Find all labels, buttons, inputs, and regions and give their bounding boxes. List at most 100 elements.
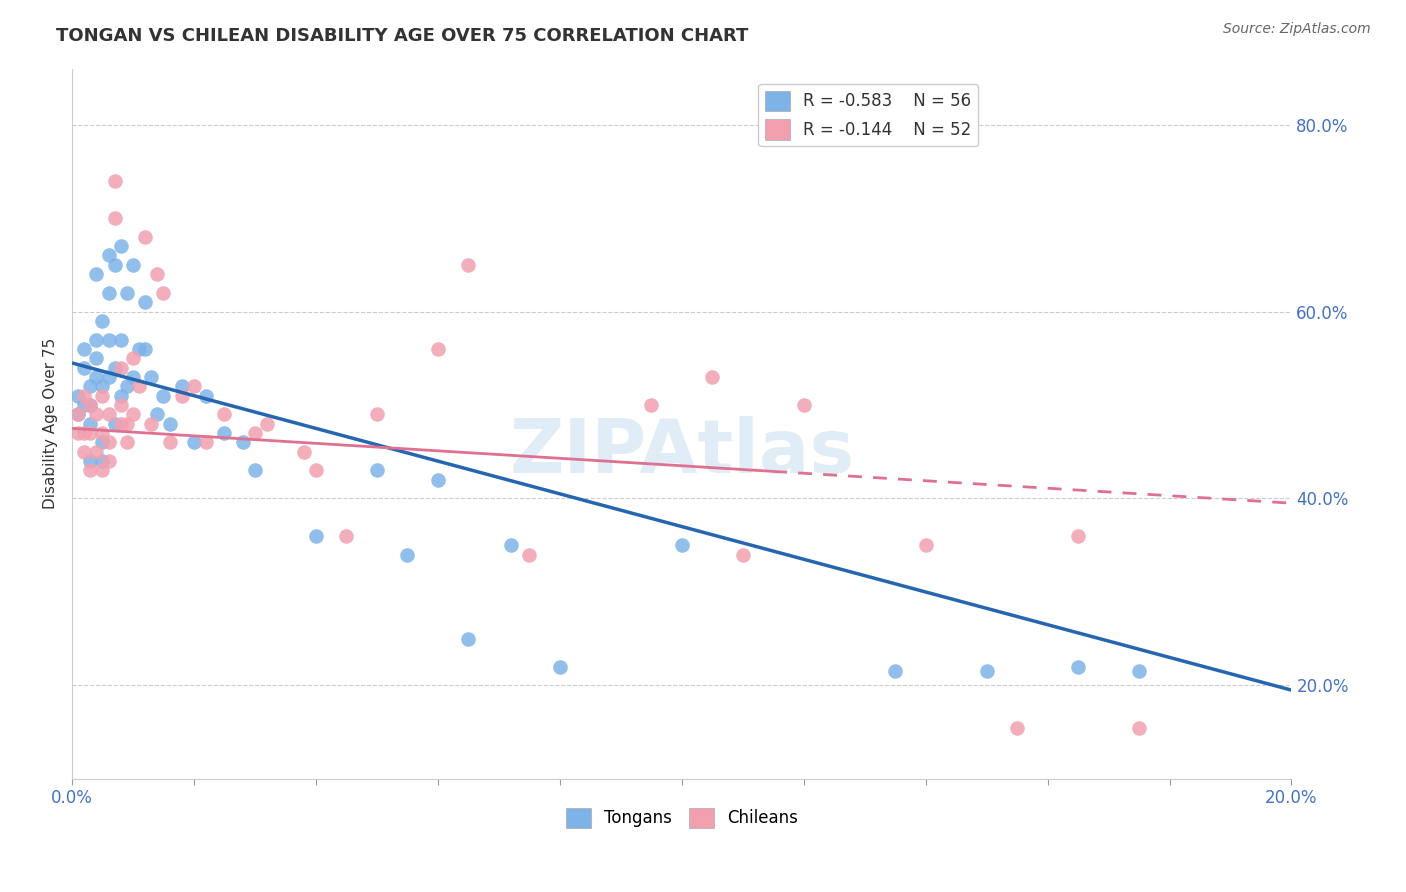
- Point: [122, 408, 145, 422]
- Point: [122, 258, 145, 272]
- Point: [195, 389, 218, 403]
- Point: [122, 370, 145, 384]
- Point: [97, 333, 120, 347]
- Y-axis label: Disability Age Over 75: Disability Age Over 75: [44, 338, 58, 509]
- Point: [1005, 721, 1028, 735]
- Point: [104, 360, 127, 375]
- Point: [110, 360, 132, 375]
- Point: [86, 333, 108, 347]
- Point: [243, 426, 266, 441]
- Point: [97, 435, 120, 450]
- Legend: Tongans, Chileans: Tongans, Chileans: [560, 801, 804, 835]
- Text: Source: ZipAtlas.com: Source: ZipAtlas.com: [1223, 22, 1371, 37]
- Point: [141, 417, 163, 431]
- Point: [134, 342, 156, 356]
- Point: [671, 538, 693, 552]
- Point: [79, 454, 101, 468]
- Point: [170, 379, 193, 393]
- Point: [91, 435, 114, 450]
- Point: [884, 665, 907, 679]
- Point: [115, 417, 138, 431]
- Point: [110, 417, 132, 431]
- Point: [548, 659, 571, 673]
- Point: [426, 473, 449, 487]
- Point: [256, 417, 278, 431]
- Point: [243, 463, 266, 477]
- Point: [97, 248, 120, 262]
- Point: [110, 398, 132, 412]
- Point: [104, 258, 127, 272]
- Point: [86, 408, 108, 422]
- Point: [702, 370, 724, 384]
- Point: [79, 417, 101, 431]
- Point: [214, 408, 236, 422]
- Point: [159, 435, 181, 450]
- Point: [152, 389, 174, 403]
- Point: [115, 379, 138, 393]
- Point: [159, 417, 181, 431]
- Point: [305, 529, 328, 543]
- Point: [73, 342, 96, 356]
- Point: [122, 351, 145, 366]
- Point: [731, 548, 754, 562]
- Point: [73, 426, 96, 441]
- Point: [292, 444, 315, 458]
- Text: ZIPAtlas: ZIPAtlas: [509, 416, 855, 489]
- Point: [335, 529, 357, 543]
- Point: [91, 314, 114, 328]
- Point: [67, 408, 90, 422]
- Point: [73, 398, 96, 412]
- Point: [128, 342, 150, 356]
- Point: [104, 417, 127, 431]
- Point: [79, 398, 101, 412]
- Point: [110, 333, 132, 347]
- Point: [86, 267, 108, 281]
- Point: [134, 295, 156, 310]
- Point: [457, 632, 479, 646]
- Point: [128, 379, 150, 393]
- Point: [67, 389, 90, 403]
- Point: [793, 398, 815, 412]
- Point: [79, 426, 101, 441]
- Point: [976, 665, 998, 679]
- Point: [366, 408, 388, 422]
- Text: TONGAN VS CHILEAN DISABILITY AGE OVER 75 CORRELATION CHART: TONGAN VS CHILEAN DISABILITY AGE OVER 75…: [56, 27, 748, 45]
- Point: [91, 426, 114, 441]
- Point: [1128, 665, 1150, 679]
- Point: [86, 370, 108, 384]
- Point: [73, 389, 96, 403]
- Point: [146, 408, 169, 422]
- Point: [366, 463, 388, 477]
- Point: [396, 548, 419, 562]
- Point: [457, 258, 479, 272]
- Point: [1067, 659, 1090, 673]
- Point: [97, 370, 120, 384]
- Point: [195, 435, 218, 450]
- Point: [426, 342, 449, 356]
- Point: [73, 360, 96, 375]
- Point: [305, 463, 328, 477]
- Point: [115, 435, 138, 450]
- Point: [640, 398, 662, 412]
- Point: [91, 389, 114, 403]
- Point: [97, 285, 120, 300]
- Point: [86, 351, 108, 366]
- Point: [86, 444, 108, 458]
- Point: [232, 435, 254, 450]
- Point: [141, 370, 163, 384]
- Point: [110, 239, 132, 253]
- Point: [91, 454, 114, 468]
- Point: [73, 444, 96, 458]
- Point: [914, 538, 936, 552]
- Point: [104, 211, 127, 225]
- Point: [67, 408, 90, 422]
- Point: [134, 229, 156, 244]
- Point: [110, 389, 132, 403]
- Point: [170, 389, 193, 403]
- Point: [79, 463, 101, 477]
- Point: [91, 379, 114, 393]
- Point: [97, 454, 120, 468]
- Point: [67, 426, 90, 441]
- Point: [79, 379, 101, 393]
- Point: [517, 548, 540, 562]
